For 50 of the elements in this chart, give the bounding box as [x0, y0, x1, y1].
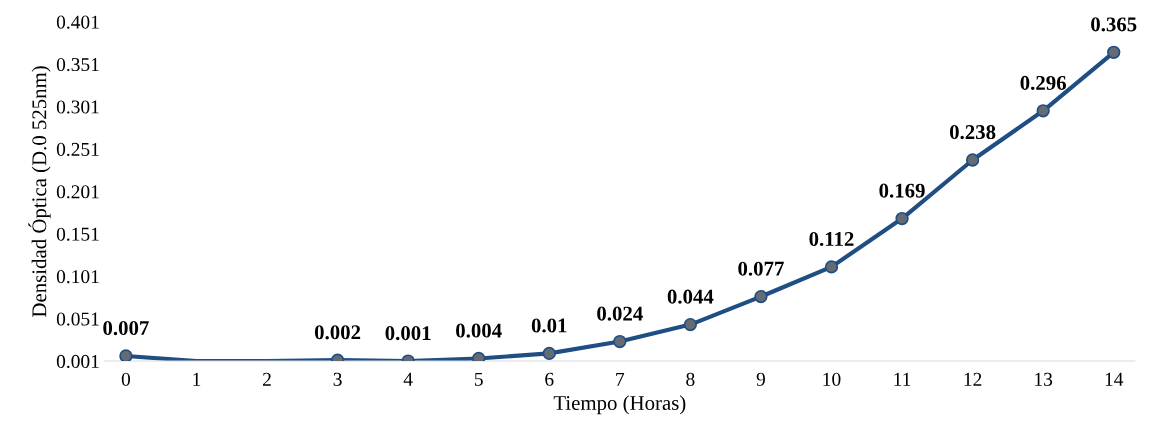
x-tick-label: 7 [616, 372, 625, 386]
data-label: 0.077 [738, 261, 784, 276]
x-tick-label: 0 [121, 372, 131, 386]
data-label: 0.004 [456, 323, 502, 338]
x-tick-label: 6 [545, 372, 554, 386]
data-label: 0.169 [879, 183, 925, 198]
data-label: 0.007 [103, 321, 149, 336]
x-axis-title: Tiempo (Horas) [553, 395, 686, 415]
y-tick-label: 0.051 [56, 312, 99, 326]
x-tick-label: 12 [964, 372, 982, 386]
point [542, 346, 556, 361]
x-tick-label: 14 [1105, 372, 1124, 386]
y-axis-title: Densidad Óptica (D.0 525nm) [28, 66, 51, 317]
point [472, 351, 486, 362]
point [1036, 104, 1050, 118]
x-tick-label: 9 [756, 372, 765, 386]
data-label: 0.365 [1091, 17, 1137, 32]
point [683, 317, 698, 332]
x-tick-label: 1 [193, 372, 201, 386]
data-label: 0.002 [314, 325, 361, 340]
point [895, 211, 909, 226]
point [613, 334, 627, 349]
data-label: 0.238 [949, 125, 996, 140]
y-tick-label: 0.401 [56, 15, 99, 29]
data-label: 0.001 [385, 326, 431, 341]
point [824, 260, 839, 274]
data-label: 0.01 [531, 318, 567, 333]
x-tick-label: 11 [894, 372, 911, 386]
x-tick-label: 10 [823, 372, 841, 386]
y-tick-label: 0.351 [56, 57, 99, 72]
y-tick-label: 0.151 [56, 227, 99, 241]
x-tick-label: 13 [1035, 372, 1053, 386]
data-label: 0.044 [667, 289, 714, 304]
y-tick-label: 0.301 [56, 100, 99, 114]
point [119, 349, 133, 362]
x-tick-label: 3 [333, 372, 342, 386]
point [1107, 45, 1121, 59]
point [965, 153, 980, 167]
y-tick-label: 0.201 [56, 185, 99, 199]
point [754, 289, 768, 304]
data-label: 0.112 [809, 231, 854, 247]
data-label: 0.024 [597, 306, 643, 321]
y-tick-label: 0.251 [56, 142, 99, 157]
x-tick-label: 4 [403, 372, 413, 386]
data-label: 0.296 [1020, 75, 1066, 91]
x-tick-label: 8 [686, 372, 695, 386]
y-tick-label: 0.001 [56, 354, 99, 369]
x-tick-label: 5 [474, 372, 483, 386]
y-tick-label: 0.101 [56, 270, 99, 284]
x-tick-label: 2 [263, 372, 271, 386]
